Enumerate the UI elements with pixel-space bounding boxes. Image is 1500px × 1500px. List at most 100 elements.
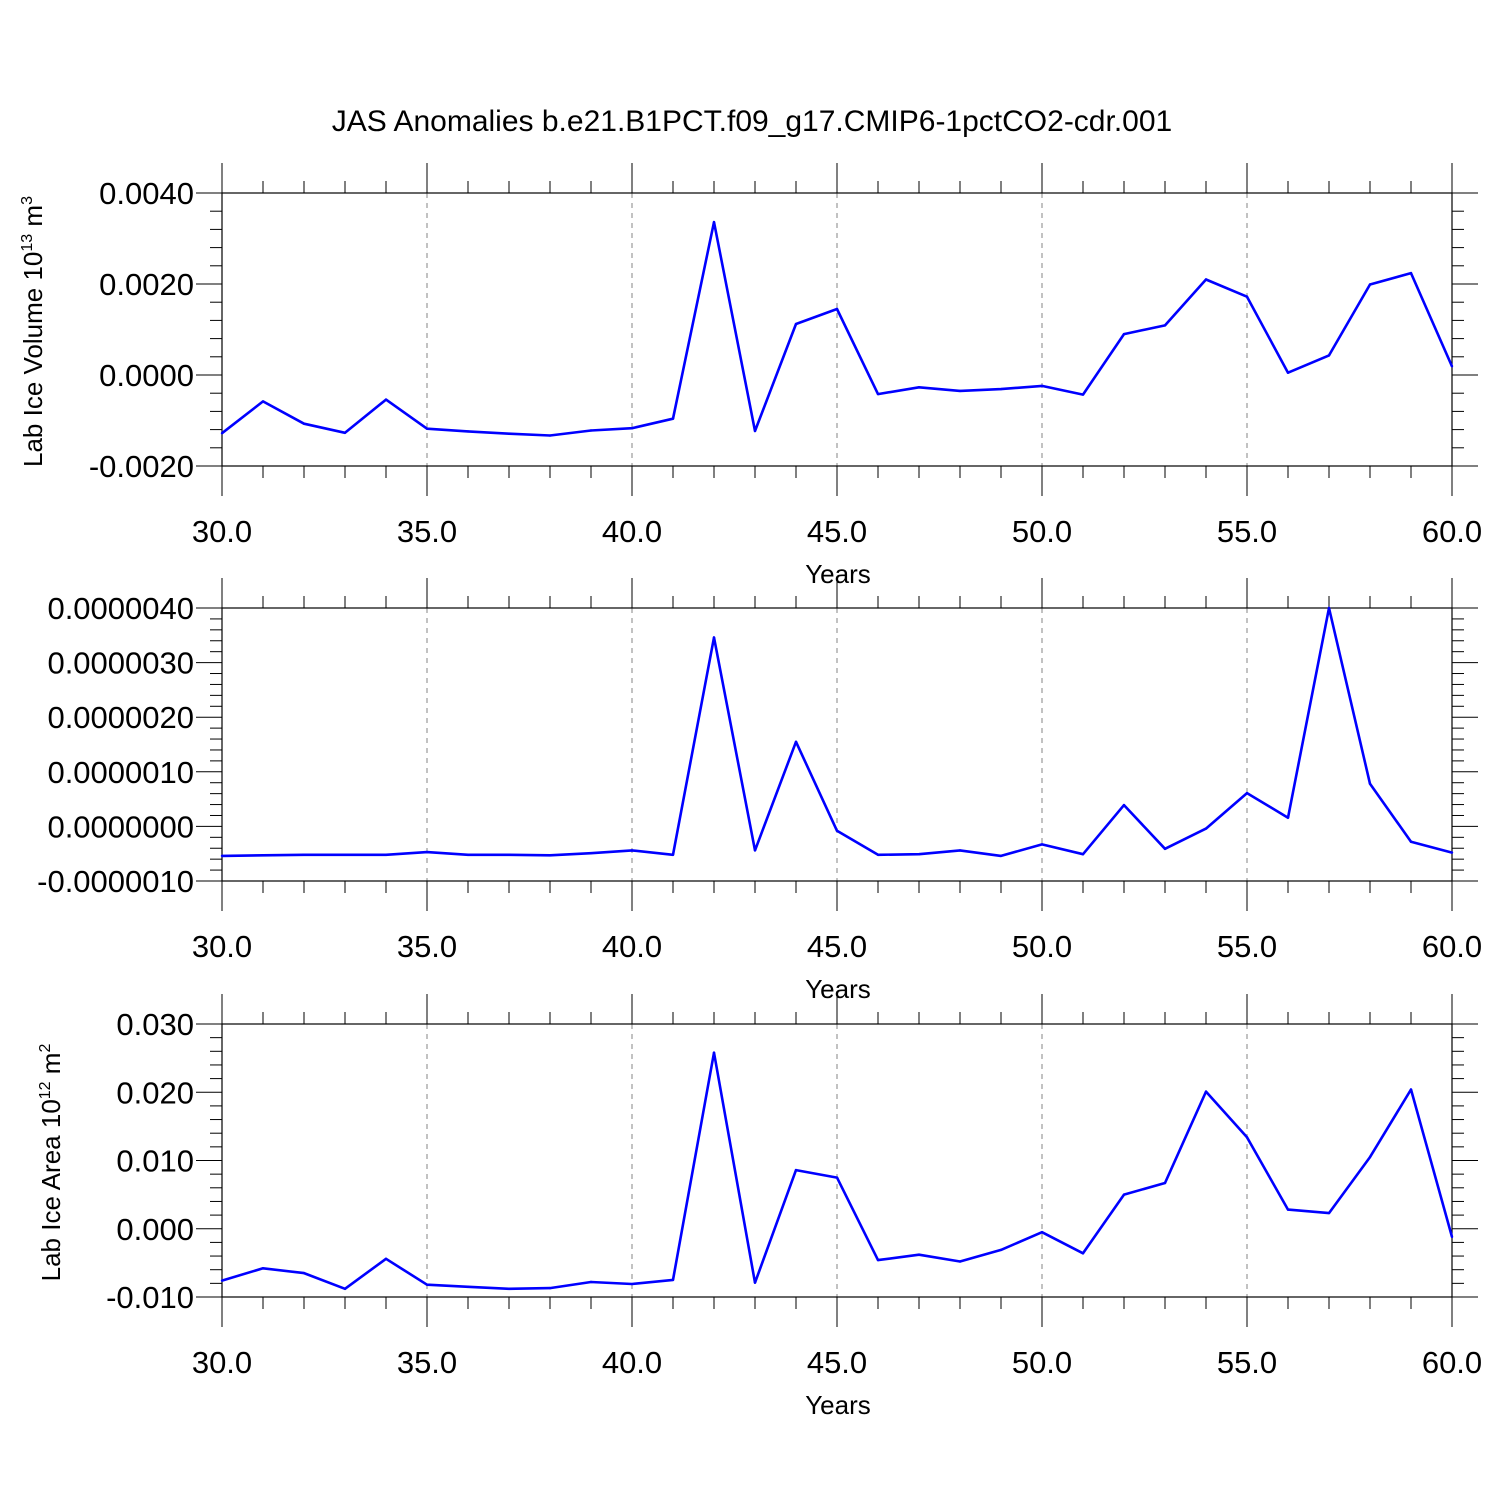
data-point [630,427,634,430]
data-point [384,853,388,856]
data-point [220,432,224,435]
data-point [1122,332,1126,336]
data-point [1409,1088,1413,1091]
chart-panel-2: 30.0 35.0 40.0 45.0 50.0 55.0 60.0 -0.0000010 0.… [37,578,1482,1004]
data-point [507,1287,511,1291]
x-tick-label: 35.0 [397,1345,457,1380]
data-point [630,849,634,852]
data-point [1081,853,1085,856]
data-point [794,1168,798,1172]
data-point [220,854,224,858]
data-point [999,1248,1003,1252]
data-point [1286,816,1290,819]
y-tick-label: 0.0040 [99,176,194,211]
x-tick-label: 35.0 [397,929,457,964]
y-tick-label: -0.0000010 [37,864,194,899]
x-tick-label: 55.0 [1217,1345,1277,1380]
x-tick-label: 45.0 [807,1345,867,1380]
x-tick-label: 35.0 [397,514,457,549]
data-point [835,1176,839,1179]
data-point [712,1051,716,1054]
x-axis-title: Years [805,1390,871,1420]
data-point [343,431,347,434]
data-point [1450,1235,1454,1239]
y-axis-title-unit-exponent: 2 [37,1044,54,1053]
data-point [425,850,429,854]
y-axis-title-base: Lab Ice Volume 10 [18,252,48,467]
x-tick-label: 50.0 [1012,929,1072,964]
data-point [548,1286,552,1290]
data-point [1204,1090,1208,1093]
y-axis-title-unit-exponent: 3 [19,196,36,205]
data-point [384,1257,388,1260]
data-point [630,1282,634,1286]
y-axis-title-exponent: 12 [37,1081,54,1099]
data-point [507,853,511,856]
data-point [958,1260,962,1263]
data-point [917,1253,921,1256]
data-point [1327,1211,1331,1215]
data-point [1163,847,1167,850]
data-point [671,1278,675,1282]
data-point [958,389,962,393]
y-tick-label: 0.0000040 [47,591,194,626]
data-point [958,849,962,852]
data-point [1286,1208,1290,1211]
data-point [261,1267,265,1270]
data-point [343,853,347,856]
y-tick-label: -0.0020 [89,449,194,484]
data-point [548,434,552,437]
data-point [220,1279,224,1282]
y-axis-title-unit: m [36,1053,66,1082]
y-axis-title: Lab Ice Volume 1013 m3 [18,196,48,467]
data-point [1409,840,1413,843]
data-point [1245,791,1249,795]
panels: 30.0 35.0 40.0 45.0 50.0 55.0 60.0 -0.0020 0.000… [18,163,1482,1420]
x-tick-label: 60.0 [1422,514,1482,549]
data-point [302,1271,306,1275]
data-point [671,853,675,856]
data-point [753,1281,757,1284]
data-point [507,432,511,435]
data-point [1081,1252,1085,1255]
data-point [1040,1230,1044,1234]
data-point [753,849,757,852]
data-point [1204,278,1208,281]
y-tick-label: 0.0000000 [47,809,194,844]
data-point [712,636,716,639]
data-point [1327,606,1331,610]
x-tick-label: 40.0 [602,929,662,964]
data-point [466,1285,470,1288]
data-point [261,400,265,403]
chart-panel-1: 30.0 35.0 40.0 45.0 50.0 55.0 60.0 -0.0020 0.000… [18,163,1482,589]
x-tick-label: 40.0 [602,1345,662,1380]
x-tick-label: 45.0 [807,514,867,549]
y-tick-label: 0.0000010 [47,755,194,790]
y-axis-title-unit: m [18,205,48,234]
data-point [548,854,552,857]
data-point [589,851,593,855]
data-point [1040,384,1044,388]
y-tick-label: 0.000 [116,1212,194,1247]
data-point [589,429,593,432]
data-point [1450,365,1454,368]
x-tick-label: 40.0 [602,514,662,549]
x-axis-title: Years [805,559,871,589]
data-point [1245,295,1249,298]
data-point [1245,1136,1249,1139]
data-point [794,740,798,743]
data-point [384,398,388,401]
data-point [1368,283,1372,286]
data-point [343,1287,347,1291]
data-point [466,430,470,433]
data-point [1204,827,1208,830]
data-point [302,422,306,425]
data-point [589,1280,593,1284]
y-tick-label: 0.0000020 [47,700,194,735]
data-point [1040,843,1044,846]
data-point [876,392,880,396]
data-point [671,417,675,420]
data-point [1286,371,1290,374]
data-point [1450,851,1454,854]
